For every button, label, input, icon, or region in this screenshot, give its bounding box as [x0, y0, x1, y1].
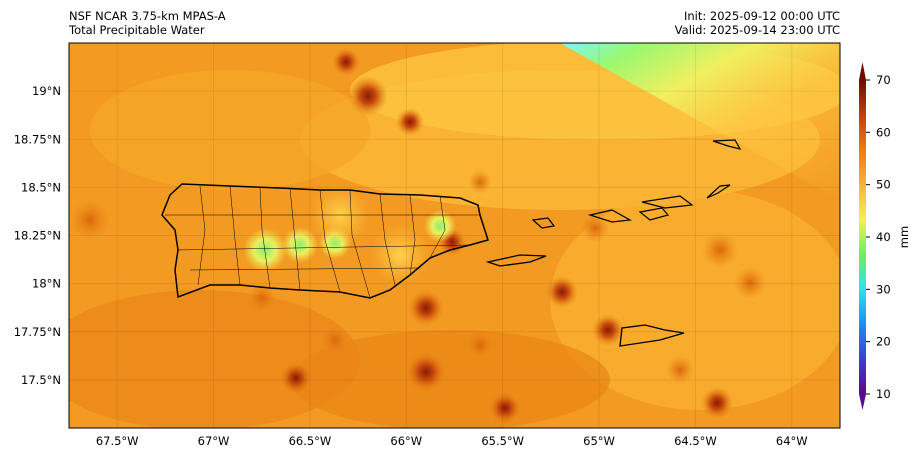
colorbar-min-extend: [859, 394, 866, 410]
x-tick-label: 65.5°W: [481, 434, 524, 448]
colorbar-max-extend: [859, 62, 866, 80]
st-john: [638, 207, 670, 221]
y-tick-label: 18.25°N: [14, 229, 61, 243]
x-tick-label: 65°W: [583, 434, 615, 448]
map-frame: [68, 42, 841, 429]
y-tick-label: 17.75°N: [14, 325, 61, 339]
y-tick-label: 18°N: [32, 277, 61, 291]
tpw-field: [69, 43, 840, 428]
x-tick-label: 64.5°W: [674, 434, 717, 448]
colorbar-tick-label: 30: [876, 282, 891, 296]
latitude-ticks: 19°N 18.75°N 18.5°N 18.25°N 18°N 17.75°N 17.5°…: [14, 84, 840, 387]
x-tick-label: 66°W: [390, 434, 422, 448]
colorbar-scale: [859, 80, 866, 394]
colorbar-tick-label: 70: [876, 73, 891, 87]
y-tick-label: 18.75°N: [14, 132, 61, 146]
x-tick-label: 67.5°W: [96, 434, 139, 448]
colorbar-label: mm: [897, 226, 911, 248]
colorbar-tick-label: 60: [876, 125, 891, 139]
field-title: Total Precipitable Water: [69, 23, 205, 37]
colorbar: 10 20 30 40 50 60 70 mm: [859, 62, 911, 410]
y-tick-label: 17.5°N: [21, 373, 61, 387]
coastlines: [161, 139, 742, 347]
colorbar-tick-label: 50: [876, 178, 891, 192]
colorbar-tick-label: 10: [876, 387, 891, 401]
municipality-borders: [165, 185, 480, 299]
x-tick-label: 67°W: [198, 434, 230, 448]
y-tick-label: 18.5°N: [21, 180, 61, 194]
x-tick-label: 64°W: [776, 434, 808, 448]
init-time: Init: 2025-09-12 00:00 UTC: [684, 9, 840, 23]
longitude-ticks: 67.5°W 67°W 66.5°W 66°W 65.5°W 65°W 64.5°W 64°W: [96, 43, 808, 448]
dark-spots: [70, 48, 766, 424]
anegada: [712, 139, 742, 150]
tortola: [641, 195, 694, 209]
y-tick-label: 19°N: [32, 84, 61, 98]
x-tick-label: 66.5°W: [289, 434, 332, 448]
model-title: NSF NCAR 3.75-km MPAS-A: [69, 9, 226, 23]
valid-time: Valid: 2025-09-14 23:00 UTC: [674, 23, 840, 37]
culebra: [531, 217, 556, 229]
st-thomas: [587, 209, 632, 223]
colorbar-tick-label: 20: [876, 335, 891, 349]
vieques: [485, 254, 547, 267]
st-croix: [619, 324, 685, 347]
colorbar-tick-label: 40: [876, 230, 891, 244]
virgin-gorda: [706, 184, 731, 199]
